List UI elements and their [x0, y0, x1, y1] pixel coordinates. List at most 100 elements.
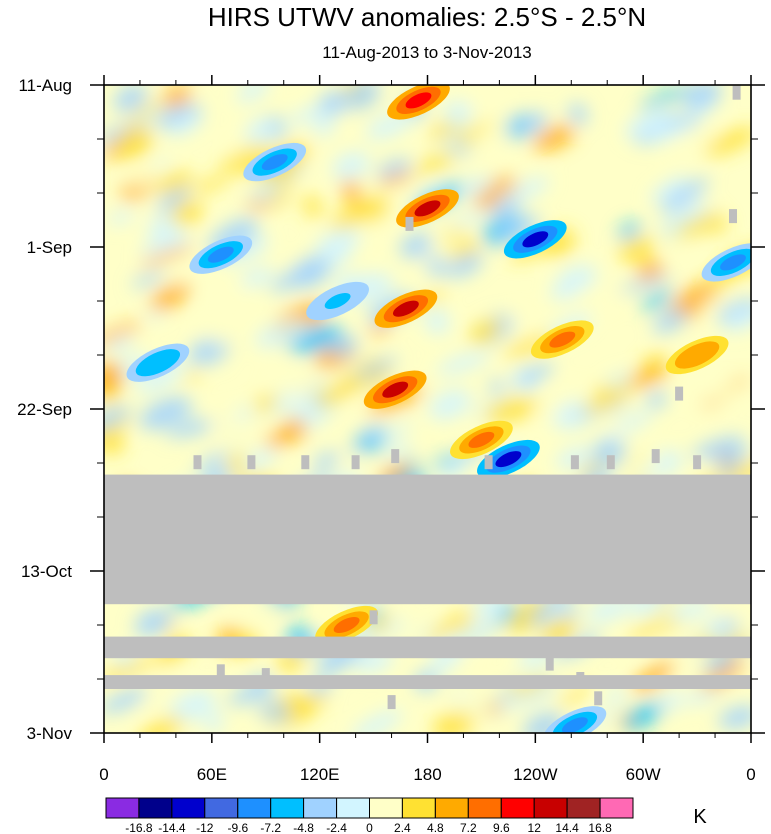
field-blob [653, 309, 687, 334]
missing-cell [594, 691, 603, 706]
missing-band [104, 636, 751, 659]
colorbar-swatch [533, 797, 568, 819]
field-blob [608, 454, 662, 481]
missing-cell [193, 455, 202, 470]
field-blob [342, 179, 362, 205]
missing-data-bands [104, 85, 751, 710]
field-blob [513, 112, 548, 136]
field-blob [714, 447, 751, 468]
field-blob [532, 125, 576, 151]
field-blob [254, 426, 271, 439]
field-blob [623, 701, 664, 731]
field-blob [204, 712, 224, 732]
field-blob [138, 716, 184, 733]
field-blob [491, 200, 522, 219]
field-blob [649, 175, 689, 202]
colorbar-label: -9.6 [227, 821, 248, 834]
field-blob [281, 418, 307, 442]
field-blob [133, 106, 165, 124]
colorbar-swatch [303, 797, 338, 819]
missing-cell [545, 656, 554, 671]
colorbar-swatch [138, 797, 173, 819]
field-blob [582, 388, 630, 414]
field-blob [150, 282, 191, 311]
x-tick-label: 120W [513, 765, 557, 784]
missing-cell [391, 449, 400, 464]
anomaly-center [549, 331, 576, 348]
field-blob [708, 218, 728, 233]
missing-band [104, 474, 751, 605]
missing-cell [247, 455, 256, 470]
field-blob [267, 364, 302, 392]
anomaly-center [405, 92, 432, 109]
field-blob [184, 370, 201, 382]
field-blob [646, 391, 667, 408]
colorbar-label: 12 [528, 821, 542, 834]
colorbar-swatch [369, 797, 403, 819]
anomaly-center [144, 354, 171, 371]
field-blob [283, 380, 342, 400]
field-blob [166, 265, 189, 285]
field-blob [303, 195, 322, 218]
colorbar-label: -4.8 [293, 821, 314, 834]
field-blob [637, 260, 663, 282]
missing-cell [387, 695, 396, 710]
missing-cell [693, 455, 702, 470]
anomaly-center [207, 246, 234, 263]
missing-cell [216, 664, 225, 679]
field-blob [444, 100, 472, 128]
chart-subtitle: 11-Aug-2013 to 3-Nov-2013 [322, 43, 532, 62]
field-blob [659, 206, 714, 239]
colorbar-swatch [171, 797, 206, 819]
field-blob [217, 141, 270, 173]
field-blob [629, 365, 669, 388]
field-blob [169, 113, 202, 137]
field-blob [568, 103, 588, 125]
field-blob [170, 199, 203, 226]
anomaly-center [684, 346, 711, 364]
missing-cell [301, 455, 310, 470]
missing-cell [606, 455, 615, 470]
missing-cell [261, 668, 270, 683]
field-blob [213, 409, 241, 432]
field-blob [496, 176, 551, 206]
colorbar-label: 2.4 [394, 821, 411, 834]
field-blob [140, 245, 195, 266]
x-tick-label: 120E [300, 765, 340, 784]
colorbar-label: 7.2 [460, 821, 477, 834]
field-blob [240, 267, 274, 288]
chart-title: HIRS UTWV anomalies: 2.5°S - 2.5°N [208, 2, 646, 32]
colorbar-swatch [105, 797, 140, 819]
missing-cell [351, 455, 360, 470]
field-blob [438, 132, 465, 146]
anomaly-center [561, 717, 588, 733]
field-blob [535, 385, 584, 415]
field-blob [414, 151, 457, 175]
field-blob [659, 177, 710, 213]
field-blob [231, 139, 248, 152]
colorbar-swatch [566, 797, 601, 819]
field-blob [615, 412, 654, 430]
field-blob [694, 384, 745, 403]
field-blob [255, 319, 311, 348]
field-blob [253, 395, 278, 412]
field-blob [483, 396, 540, 423]
colorbar-swatch [270, 797, 305, 819]
field-blob [448, 206, 494, 228]
field-blob [682, 85, 722, 109]
field-blob [377, 172, 413, 187]
field-blob [153, 187, 191, 214]
field-blob [140, 234, 191, 257]
colorbar-label: 0 [366, 821, 373, 834]
field-blob [439, 460, 469, 480]
missing-cell [369, 610, 378, 625]
field-blob [113, 85, 148, 112]
y-tick-label: 11-Aug [18, 76, 72, 95]
anomaly-center [333, 616, 360, 634]
field-blob [506, 599, 551, 634]
field-blob [629, 618, 682, 642]
anomaly-center [720, 254, 746, 271]
field-blob [245, 118, 276, 147]
field-blob [511, 310, 531, 328]
